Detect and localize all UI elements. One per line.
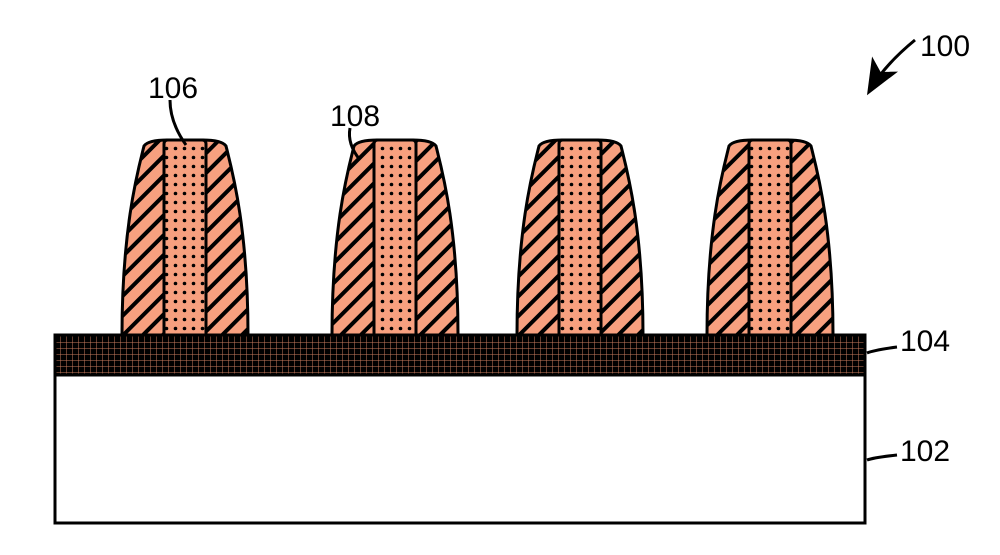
fin-core-3 — [749, 140, 791, 335]
leader-line — [170, 100, 186, 145]
layer-104 — [55, 335, 865, 375]
figure-canvas: 100 106 108 104 102 — [0, 0, 1000, 555]
label-core-ref: 106 — [148, 72, 198, 106]
substrate-102 — [55, 375, 865, 523]
label-fig-ref: 100 — [920, 30, 970, 64]
label-spacer-ref: 108 — [330, 100, 380, 134]
fin-core-1 — [374, 140, 416, 335]
label-layer-ref: 104 — [900, 325, 950, 359]
fin-core-2 — [559, 140, 601, 335]
leader-line — [867, 455, 897, 460]
fin-core-0 — [164, 140, 206, 335]
leader-line — [870, 40, 915, 90]
label-substrate-ref: 102 — [900, 435, 950, 469]
leader-line — [867, 347, 897, 353]
